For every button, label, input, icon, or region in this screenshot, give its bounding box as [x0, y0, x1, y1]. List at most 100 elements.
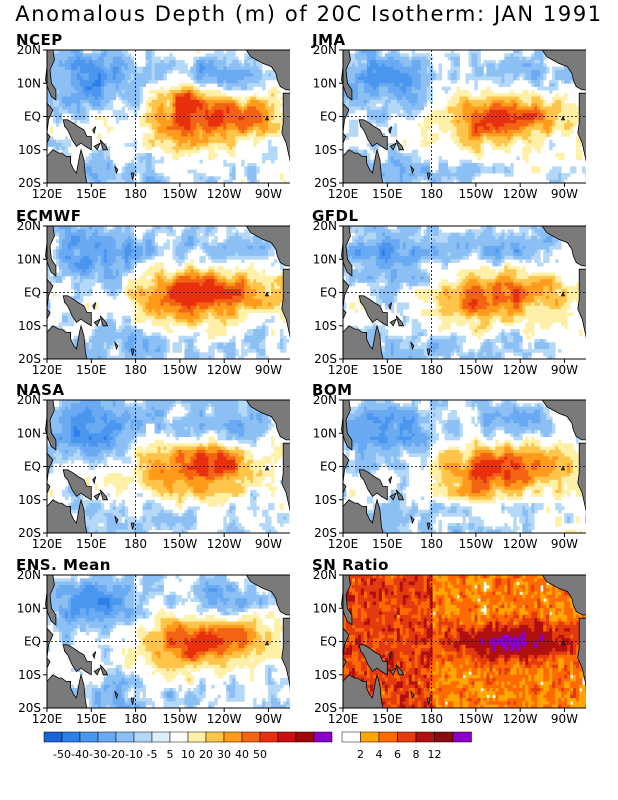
- field-cell: [208, 79, 212, 84]
- field-cell: [399, 176, 404, 181]
- field-cell: [343, 93, 347, 97]
- field-cell: [217, 143, 221, 147]
- field-cell: [64, 89, 69, 94]
- field-cell: [468, 99, 472, 104]
- field-cell: [247, 63, 251, 68]
- field-cell: [145, 69, 149, 74]
- field-cell: [100, 252, 105, 257]
- field-cell: [187, 169, 191, 174]
- field-cell: [274, 89, 278, 94]
- field-cell: [510, 93, 514, 97]
- field-cell: [519, 73, 523, 78]
- field-cell: [241, 66, 245, 71]
- field-cell: [495, 113, 499, 117]
- field-cell: [226, 133, 230, 137]
- field-cell: [166, 229, 170, 234]
- field-cell: [199, 116, 203, 121]
- field-cell: [459, 173, 463, 177]
- field-cell: [528, 133, 532, 137]
- field-cell: [492, 116, 496, 121]
- field-cell: [366, 156, 371, 161]
- field-cell: [166, 245, 170, 250]
- field-cell: [202, 239, 206, 244]
- field-cell: [564, 109, 568, 114]
- field-cell: [160, 66, 164, 71]
- field-cell: [570, 103, 574, 107]
- field-cell: [196, 66, 200, 71]
- field-cell: [564, 126, 568, 131]
- field-cell: [555, 126, 559, 131]
- field-cell: [474, 126, 478, 131]
- field-cell: [88, 252, 93, 257]
- field-cell: [504, 129, 508, 134]
- field-cell: [501, 126, 505, 131]
- field-cell: [262, 156, 266, 161]
- field-cell: [52, 99, 57, 104]
- field-cell: [205, 103, 209, 107]
- field-cell: [184, 69, 188, 74]
- field-cell: [253, 69, 257, 74]
- field-cell: [537, 86, 541, 91]
- field-cell: [384, 73, 389, 78]
- field-cell: [387, 83, 392, 87]
- field-cell: [175, 66, 179, 71]
- field-cell: [417, 173, 422, 177]
- field-cell: [157, 249, 161, 254]
- field-cell: [396, 109, 401, 114]
- field-cell: [76, 252, 81, 257]
- field-cell: [91, 86, 96, 91]
- field-cell: [55, 96, 60, 101]
- field-cell: [354, 50, 359, 54]
- field-cell: [447, 179, 451, 184]
- field-cell: [163, 129, 167, 134]
- field-cell: [103, 242, 108, 247]
- field-cell: [70, 242, 75, 247]
- field-cell: [217, 66, 221, 71]
- field-cell: [238, 96, 242, 101]
- field-cell: [100, 63, 105, 68]
- land: [342, 102, 350, 150]
- field-cell: [507, 66, 511, 71]
- field-cell: [271, 123, 275, 127]
- field-cell: [124, 173, 129, 177]
- field-cell: [220, 53, 224, 58]
- field-cell: [214, 116, 218, 121]
- field-cell: [106, 93, 111, 97]
- field-cell: [163, 229, 167, 234]
- field-cell: [238, 239, 242, 244]
- field-cell: [79, 66, 84, 71]
- field-cell: [360, 59, 365, 64]
- field-cell: [522, 63, 526, 68]
- field-cell: [480, 119, 484, 124]
- field-cell: [265, 126, 269, 131]
- field-cell: [73, 79, 78, 84]
- field-cell: [127, 163, 132, 167]
- field-cell: [271, 73, 275, 78]
- field-cell: [136, 69, 141, 74]
- field-cell: [151, 249, 155, 254]
- field-cell: [507, 83, 511, 87]
- field-cell: [274, 113, 278, 117]
- field-cell: [384, 106, 389, 111]
- field-cell: [175, 119, 179, 124]
- field-cell: [97, 89, 102, 94]
- field-cell: [55, 66, 60, 71]
- field-cell: [549, 109, 553, 114]
- land-mask: [45, 49, 290, 184]
- field-cell: [58, 249, 63, 254]
- field-cell: [435, 169, 440, 174]
- field-cell: [247, 245, 251, 250]
- field-cell: [199, 143, 203, 147]
- field-cell: [145, 133, 149, 137]
- field-cell: [145, 242, 149, 247]
- field-cell: [148, 63, 152, 68]
- field-cell: [420, 73, 425, 78]
- field-cell: [94, 53, 99, 58]
- field-cell: [181, 116, 185, 121]
- field-cell: [202, 69, 206, 74]
- field-cell: [148, 173, 152, 177]
- field-cell: [244, 113, 248, 117]
- field-cell: [85, 179, 90, 184]
- field-cell: [531, 73, 535, 78]
